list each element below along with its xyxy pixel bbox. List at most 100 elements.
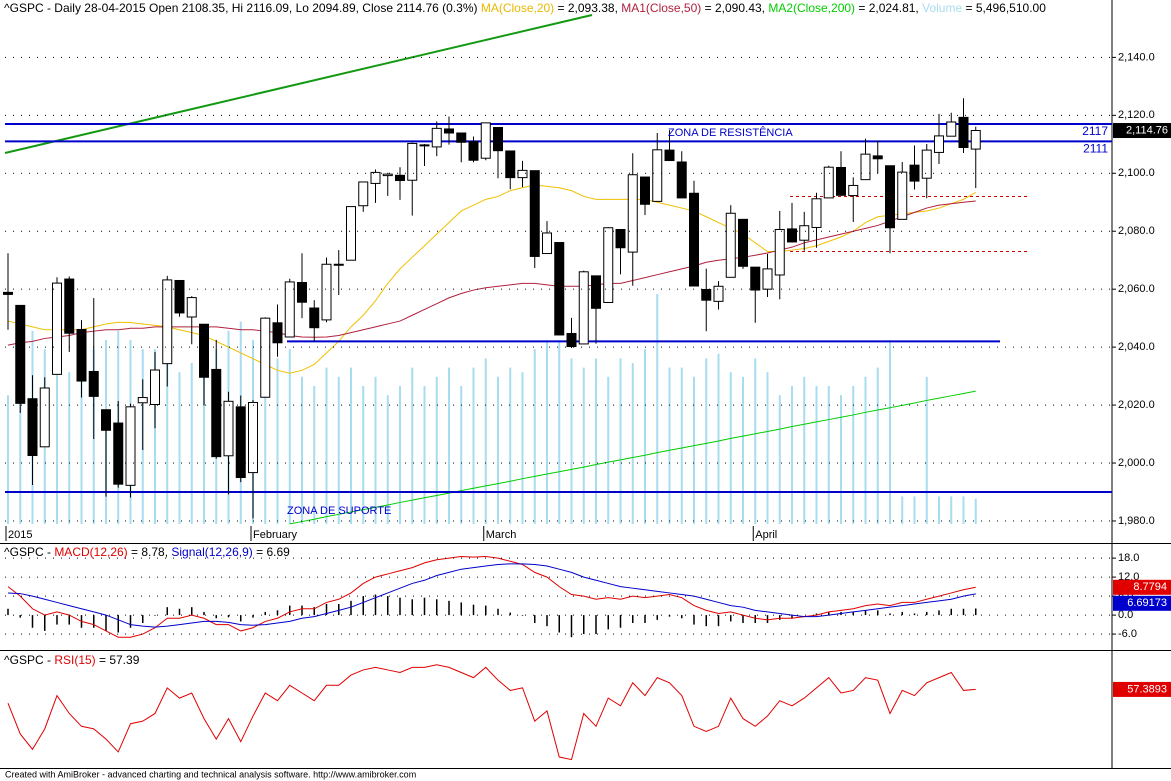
volume-bar xyxy=(803,376,806,524)
volume-bar xyxy=(80,376,83,524)
volume-bar xyxy=(705,358,708,524)
volume-bar xyxy=(766,372,769,524)
candle-body xyxy=(529,170,540,257)
volume-bar xyxy=(693,376,695,524)
trend-line xyxy=(4,14,593,154)
level-label: 2111 xyxy=(1083,142,1108,156)
volume-bar xyxy=(301,376,303,524)
header-part: Signal(12,26,9) xyxy=(171,545,252,559)
header-part: MACD(12,26) xyxy=(54,545,127,559)
volume-bar xyxy=(680,367,683,524)
header-part: Volume xyxy=(922,1,962,15)
y-tick-label: 2,060.0 xyxy=(1118,283,1155,295)
volume-bar xyxy=(264,330,267,524)
volume-bar xyxy=(19,340,22,524)
candle-body xyxy=(517,169,528,179)
volume-bar xyxy=(166,363,169,524)
candle-body xyxy=(958,116,969,148)
candle-body xyxy=(566,333,577,348)
volume-bar xyxy=(852,386,855,524)
volume-bar xyxy=(190,363,193,524)
candle-body xyxy=(297,282,307,303)
y-tick-label: 2,100.0 xyxy=(1118,167,1155,179)
volume-bar xyxy=(325,367,328,524)
y-tick-label: -6.0 xyxy=(1118,628,1137,640)
candle-body xyxy=(346,206,356,261)
candle-body xyxy=(774,228,785,276)
candle-body xyxy=(333,263,344,266)
candle-body xyxy=(860,153,871,181)
volume-bar xyxy=(668,367,671,524)
header-part: MA1(Close,50) xyxy=(621,1,701,15)
x-tick-label: February xyxy=(253,529,298,541)
volume-bar xyxy=(607,376,610,524)
candle-body xyxy=(872,155,883,160)
volume-bar xyxy=(901,496,904,524)
header-part: MA2(Close,200) xyxy=(768,1,855,15)
last-value-box xyxy=(1113,595,1171,611)
indicator-plot xyxy=(7,664,976,761)
volume-bar xyxy=(913,496,916,524)
indicator-plot xyxy=(7,556,977,638)
pane-header: ^GSPC - RSI(15) = 57.39 xyxy=(4,653,140,667)
candle-body xyxy=(750,266,761,291)
candle-body xyxy=(137,397,148,404)
candle-body xyxy=(713,285,724,302)
candle-body xyxy=(921,149,932,179)
candle-body xyxy=(738,218,748,267)
header-part: RSI(15) xyxy=(54,653,95,667)
header-part: = 2,090.43, xyxy=(701,1,768,15)
volume-bar xyxy=(288,349,291,524)
candle-body xyxy=(970,130,981,150)
header-part: MA(Close,20) xyxy=(481,1,554,15)
y-tick-label: 2,000.0 xyxy=(1118,457,1155,469)
candle-body xyxy=(689,192,699,287)
candle-body xyxy=(640,176,650,205)
candle-body xyxy=(27,398,38,456)
volume-bar xyxy=(472,367,475,524)
header-part: = 8.78, xyxy=(128,545,172,559)
candle-body xyxy=(321,263,332,321)
volume-bar xyxy=(570,358,573,524)
volume-bar xyxy=(178,372,181,524)
candle-body xyxy=(358,181,369,207)
candle-body xyxy=(284,281,295,338)
volume-bar xyxy=(791,386,793,524)
volume-bar xyxy=(582,367,585,524)
volume-bar xyxy=(644,349,646,524)
volume-bar xyxy=(656,294,659,524)
volume-bar xyxy=(558,340,561,524)
candle-body xyxy=(223,400,234,457)
candle-body xyxy=(480,122,491,159)
volume-bar xyxy=(313,386,316,524)
candle-body xyxy=(787,228,797,243)
candle-body xyxy=(603,227,614,304)
last-value-label: 8.7794 xyxy=(1133,581,1167,593)
volume-bar xyxy=(203,376,205,524)
volume-bar xyxy=(876,367,879,524)
volume-bar xyxy=(729,372,732,524)
y-tick-label: 2,040.0 xyxy=(1118,341,1155,353)
candle-body xyxy=(627,174,638,253)
zone-label: ZONA DE SUPORTE xyxy=(287,505,391,517)
candle-body xyxy=(3,291,13,295)
candle-body xyxy=(701,288,712,301)
level-label: 2117 xyxy=(1082,124,1108,138)
candle-body xyxy=(885,165,895,229)
volume-bar xyxy=(840,395,842,524)
candle-body xyxy=(272,322,283,344)
volume-bar xyxy=(974,498,977,524)
volume-bar xyxy=(778,395,781,524)
candle-body xyxy=(615,228,626,249)
candle-body xyxy=(725,212,736,278)
volume-bar xyxy=(631,363,634,524)
volume-bar xyxy=(435,376,438,524)
candle-body xyxy=(811,198,822,228)
volume-bar xyxy=(460,386,463,524)
candle-body xyxy=(64,278,75,334)
candle-body xyxy=(52,282,62,375)
volume-bar xyxy=(938,496,940,524)
